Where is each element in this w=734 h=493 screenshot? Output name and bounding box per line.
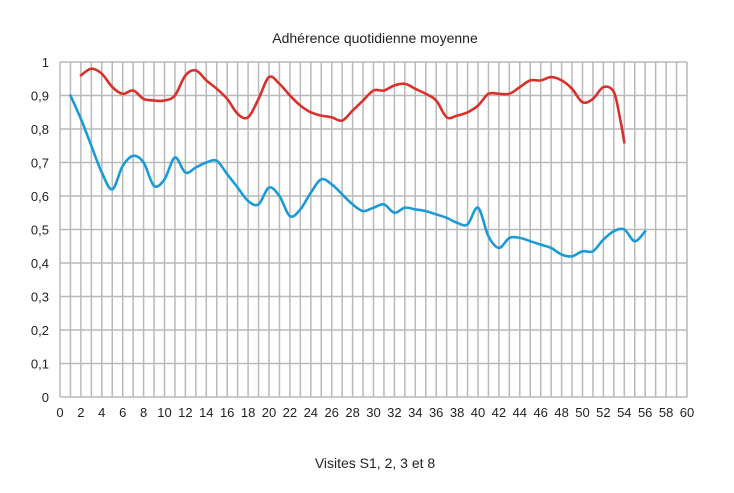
x-tick-label: 24: [304, 405, 318, 420]
x-tick-label: 12: [178, 405, 192, 420]
x-tick-label: 2: [77, 405, 84, 420]
x-tick-label: 10: [157, 405, 171, 420]
x-tick-label: 60: [680, 405, 694, 420]
x-tick-label: 48: [554, 405, 568, 420]
x-tick-label: 20: [262, 405, 276, 420]
x-tick-label: 54: [617, 405, 631, 420]
chart-title: Adhérence quotidienne moyenne: [272, 30, 478, 46]
x-tick-label: 56: [638, 405, 652, 420]
x-tick-label: 22: [283, 405, 297, 420]
x-tick-label: 28: [345, 405, 359, 420]
y-tick-label: 0,3: [31, 290, 49, 305]
x-tick-label: 40: [471, 405, 485, 420]
x-tick-label: 52: [596, 405, 610, 420]
x-tick-label: 46: [533, 405, 547, 420]
tick-labels: 00,10,20,30,40,50,60,70,80,910 2 4 6 8 10 12 14…: [31, 55, 694, 420]
y-tick-label: 0,1: [31, 357, 49, 372]
series-line-2: [69, 94, 647, 258]
x-tick-label: 4: [98, 405, 105, 420]
x-tick-label: 38: [450, 405, 464, 420]
x-tick-label: 8: [140, 405, 147, 420]
y-tick-label: 0,9: [31, 89, 49, 104]
x-tick-label: 32: [387, 405, 401, 420]
y-tick-label: 0,8: [31, 122, 49, 137]
x-tick-label: 36: [429, 405, 443, 420]
y-tick-label: 0,4: [31, 256, 49, 271]
series-line-1: [79, 67, 626, 144]
x-tick-label: 50: [575, 405, 589, 420]
y-tick-label: 1: [42, 55, 49, 70]
x-tick-label: 18: [241, 405, 255, 420]
x-tick-label: 30: [366, 405, 380, 420]
x-tick-label: 16: [220, 405, 234, 420]
y-tick-label: 0,5: [31, 223, 49, 238]
x-tick-label: 26: [324, 405, 338, 420]
x-axis-label: Visites S1, 2, 3 et 8: [315, 455, 436, 471]
x-tick-label: 42: [492, 405, 506, 420]
y-tick-label: 0,6: [31, 189, 49, 204]
x-tick-label: 34: [408, 405, 422, 420]
x-tick-label: 0: [56, 405, 63, 420]
x-tick-label: 14: [199, 405, 213, 420]
y-tick-label: 0: [42, 390, 49, 405]
grid: [59, 61, 688, 398]
x-tick-label: 58: [659, 405, 673, 420]
x-tick-label: 6: [119, 405, 126, 420]
y-tick-label: 0,7: [31, 156, 49, 171]
series-lines: [69, 67, 647, 258]
x-tick-label: 44: [513, 405, 527, 420]
y-tick-label: 0,2: [31, 323, 49, 338]
